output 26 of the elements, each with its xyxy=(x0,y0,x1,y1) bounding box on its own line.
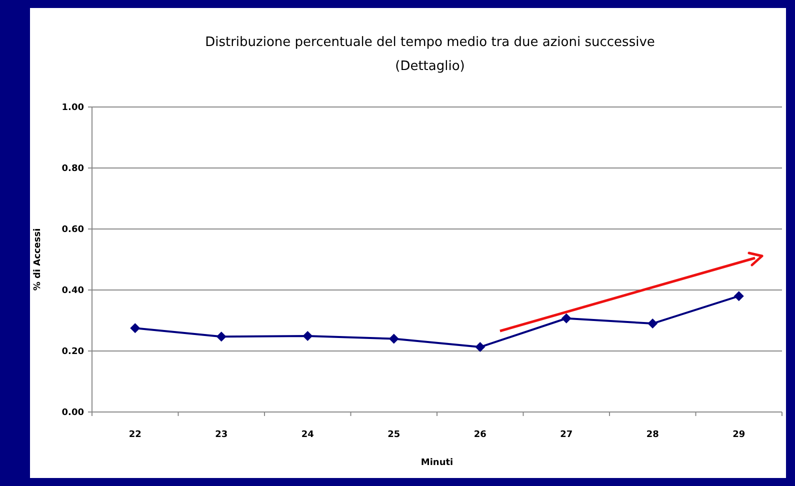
point xyxy=(475,342,486,352)
point xyxy=(561,313,572,324)
x-tick-label: 29 xyxy=(732,430,746,440)
y-axis-title: % di Accessi xyxy=(33,228,43,291)
chart-subtitle: (Dettaglio) xyxy=(395,59,465,74)
point xyxy=(388,334,399,344)
x-tick-label: 25 xyxy=(388,430,400,440)
x-axis-title: Minuti xyxy=(420,458,454,468)
y-tick-label: 0.60 xyxy=(62,225,84,235)
chart-title: Distribuzione percentuale del tempo medio tra due azioni successive xyxy=(205,35,655,50)
x-tick-label: 26 xyxy=(474,430,486,440)
y-tick-label: 0.20 xyxy=(62,347,84,357)
y-tick-label: 0.40 xyxy=(62,286,84,296)
y-tick-label: 1.00 xyxy=(62,103,84,113)
y-tick-label: 0.80 xyxy=(62,164,84,174)
point xyxy=(216,332,226,342)
x-tick-label: 22 xyxy=(128,430,142,440)
point xyxy=(648,318,658,329)
x-tick-label: 27 xyxy=(560,430,573,440)
x-tick-label: 23 xyxy=(215,430,228,440)
x-tick-label: 24 xyxy=(301,430,314,440)
y-tick-label: 0.00 xyxy=(62,408,84,418)
point xyxy=(734,291,744,302)
x-tick-label: 28 xyxy=(646,430,659,440)
point xyxy=(302,331,313,342)
point xyxy=(130,323,140,334)
